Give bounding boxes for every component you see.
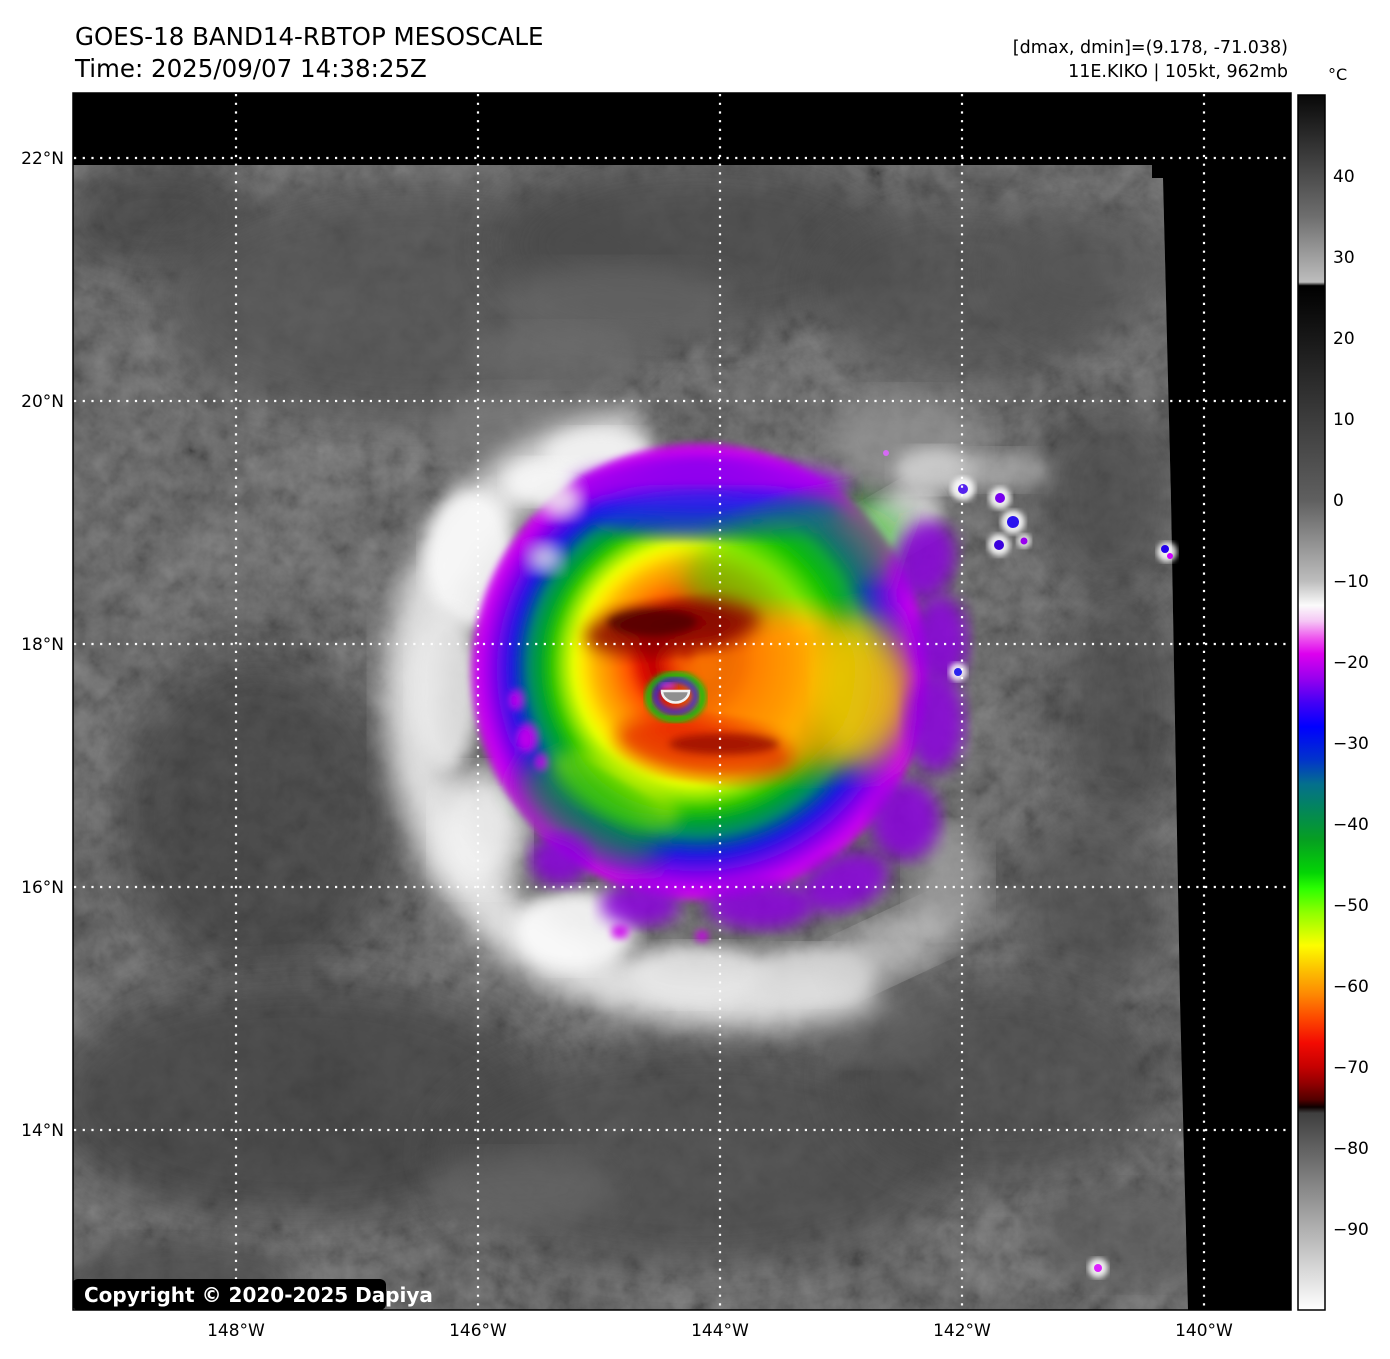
colorbar-tick-label: 30 — [1333, 248, 1355, 268]
product-title: GOES-18 BAND14-RBTOP MESOSCALE — [75, 22, 544, 51]
timestamp: Time: 2025/09/07 14:38:25Z — [74, 54, 427, 83]
lon-tick-label: 148°W — [207, 1321, 265, 1341]
colorbar-tick-label: −80 — [1333, 1139, 1369, 1159]
white-cloud-band — [383, 409, 1050, 1029]
dmax-dmin-readout: [dmax, dmin]=(9.178, -71.038) — [1013, 38, 1288, 58]
lon-tick-label: 144°W — [691, 1321, 749, 1341]
lat-tick-label: 14°N — [21, 1121, 64, 1141]
storm-readout: 11E.KIKO | 105kt, 962mb — [1068, 62, 1288, 82]
colorbar-tick-label: −70 — [1333, 1058, 1369, 1078]
lat-tick-label: 22°N — [21, 149, 64, 169]
hurricane-kiko — [468, 440, 1177, 1278]
map-panel: Copyright © 2020-2025 Dapiya — [72, 92, 1292, 1311]
colorbar-tick-label: −50 — [1333, 896, 1369, 916]
copyright-text: Copyright © 2020-2025 Dapiya — [84, 1283, 433, 1307]
colorbar-tick-label: 0 — [1333, 491, 1344, 511]
hurricane-eye — [645, 671, 706, 723]
colorbar-tick-label: −10 — [1333, 572, 1369, 592]
lat-tick-label: 18°N — [21, 635, 64, 655]
copyright-badge: Copyright © 2020-2025 Dapiya — [73, 1279, 433, 1310]
colorbar-unit-label: °C — [1328, 65, 1347, 84]
colorbar-tick-label: −30 — [1333, 734, 1369, 754]
lat-tick-label: 16°N — [21, 878, 64, 898]
colorbar-tick-label: −40 — [1333, 815, 1369, 835]
colorbar-tick-label: 20 — [1333, 329, 1355, 349]
colorbar-tick-labels: 40 30 20 10 0 −10 −20 −30 −40 −50 −60 −70 −80 −90 — [1333, 167, 1369, 1240]
lon-tick-label: 146°W — [449, 1321, 507, 1341]
latitude-axis: 22°N 20°N 18°N 16°N 14°N — [21, 149, 64, 1141]
colorbar-tick-label: 10 — [1333, 410, 1355, 430]
cold-cloud-specks — [883, 450, 1177, 1278]
colorbar-ramp — [1297, 94, 1326, 1311]
lon-tick-label: 140°W — [1175, 1321, 1233, 1341]
colorbar-tick-label: −90 — [1333, 1220, 1369, 1240]
lat-tick-label: 20°N — [21, 392, 64, 412]
colorbar-tick-label: −60 — [1333, 977, 1369, 997]
longitude-axis: 148°W 146°W 144°W 142°W 140°W — [207, 1321, 1233, 1341]
colorbar-tick-label: −20 — [1333, 653, 1369, 673]
lon-tick-label: 142°W — [933, 1321, 991, 1341]
map-frame — [72, 92, 1292, 1311]
colorbar-tick-label: 40 — [1333, 167, 1355, 187]
colorbar: 40 30 20 10 0 −10 −20 −30 −40 −50 −60 −70 −80 −90 — [1297, 94, 1369, 1311]
